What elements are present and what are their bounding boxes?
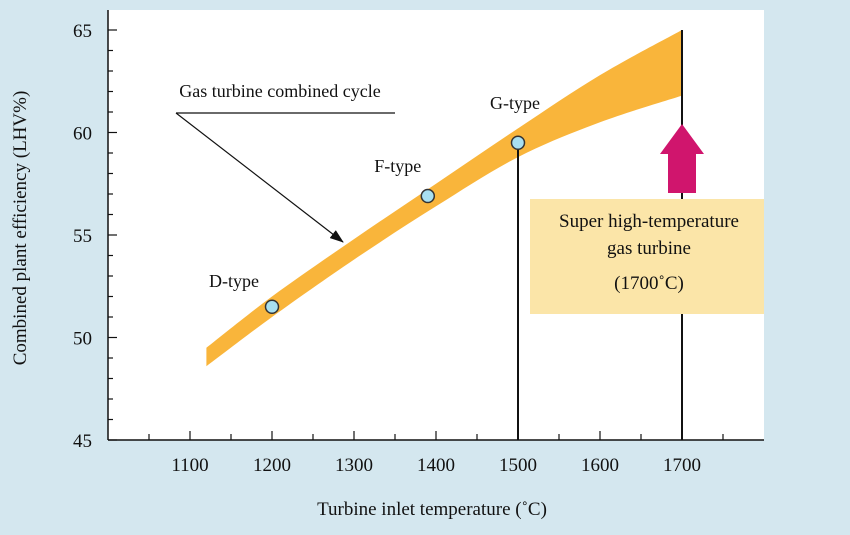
x-tick-label: 1200	[253, 455, 291, 476]
data-point-g-type	[510, 135, 526, 150]
y-tick-label: 55	[73, 226, 92, 247]
y-tick-label: 45	[73, 431, 92, 452]
data-point-d-type	[264, 299, 280, 314]
y-tick-label: 50	[73, 329, 92, 350]
data-point-f-type	[420, 188, 436, 204]
callout-line-3: (1700˚C)	[614, 273, 684, 294]
y-axis-title: Combined plant efficiency (LHV%)	[10, 91, 31, 366]
x-axis-title: Turbine inlet temperature (˚C)	[317, 499, 547, 520]
x-tick-label: 1100	[171, 455, 208, 476]
x-tick-label: 1600	[581, 455, 619, 476]
callout-box	[530, 199, 764, 314]
callout-line-1: Super high-temperature	[559, 211, 739, 232]
point-label-g-type: G-type	[490, 93, 540, 113]
x-tick-label: 1300	[335, 455, 373, 476]
up-arrow-icon	[660, 124, 704, 193]
y-tick-label: 60	[73, 124, 92, 145]
callout-line-2: gas turbine	[607, 238, 691, 259]
annotation-leader-arrow	[175, 112, 344, 243]
y-tick-label: 65	[73, 21, 92, 42]
x-tick-label: 1400	[417, 455, 455, 476]
series-band-0	[206, 30, 682, 367]
band-annotation-label: Gas turbine combined cycle	[179, 81, 380, 101]
point-label-d-type: D-type	[209, 271, 259, 291]
point-label-f-type: F-type	[374, 156, 421, 176]
x-tick-label: 1700	[663, 455, 701, 476]
x-tick-label: 1500	[499, 455, 537, 476]
